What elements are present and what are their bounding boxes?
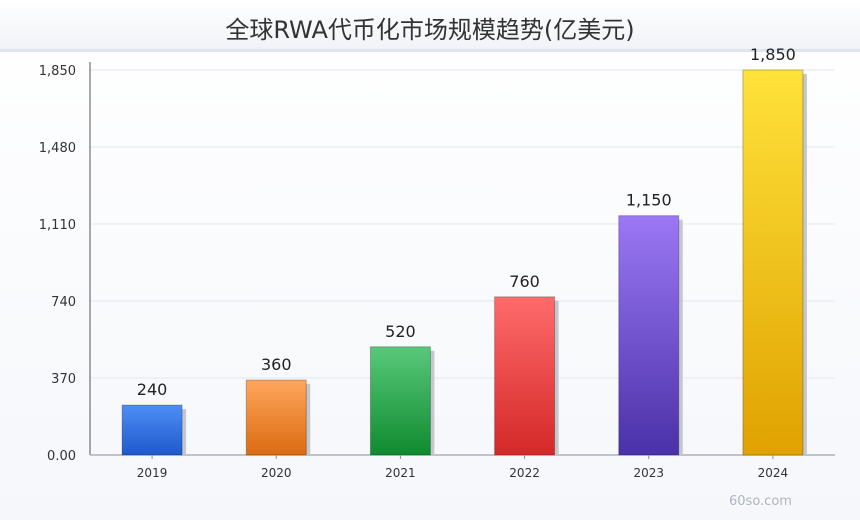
grid-lines: [90, 69, 835, 379]
x-tick-label: 2022: [509, 466, 540, 480]
bar-value-label: 360: [261, 355, 292, 374]
chart-title: 全球RWA代币化市场规模趋势(亿美元): [225, 16, 635, 44]
bar-2020: [245, 379, 307, 456]
bar-2024: [742, 69, 804, 456]
bar-value-label: 1,150: [626, 191, 672, 210]
x-tick-label: 2021: [385, 466, 416, 480]
bar-value-label: 760: [509, 272, 540, 291]
bar-2022: [494, 296, 556, 456]
watermark: 60so.com: [729, 494, 792, 509]
x-tick-labels: 2019 2020 2021 2022 2023 2024: [137, 455, 788, 480]
y-tick-labels: 0.00 370 740 1,110 1,480 1,850: [39, 64, 76, 464]
x-tick-label: 2024: [758, 466, 789, 480]
x-tick-label: 2020: [261, 466, 292, 480]
bar-value-labels: 240 360 520 760 1,150 1,850: [137, 45, 796, 399]
y-tick-label: 0.00: [47, 449, 76, 464]
y-tick-label: 1,480: [39, 141, 76, 156]
bar-value-label: 520: [385, 322, 416, 341]
bar-value-label: 1,850: [750, 45, 796, 64]
y-tick-label: 1,110: [39, 218, 76, 233]
axes: [89, 62, 835, 456]
x-tick-label: 2019: [137, 466, 168, 480]
y-tick-label: 740: [51, 295, 76, 310]
bar-value-label: 240: [137, 380, 168, 399]
bar-2021: [369, 346, 431, 456]
y-tick-label: 370: [51, 372, 76, 387]
bar-2019: [121, 404, 183, 456]
y-tick-label: 1,850: [39, 64, 76, 79]
bar-2023: [618, 215, 680, 456]
title-bar: 全球RWA代币化市场规模趋势(亿美元): [0, 0, 860, 52]
x-tick-label: 2023: [633, 466, 664, 480]
bars: [121, 69, 807, 456]
